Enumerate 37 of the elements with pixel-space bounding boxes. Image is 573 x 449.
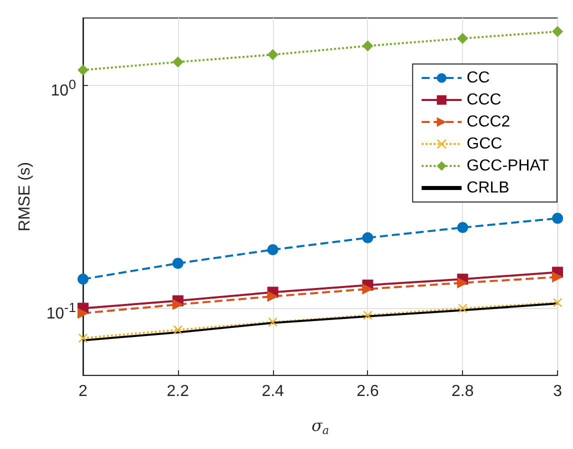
legend-label: CC: [466, 70, 490, 86]
point: [552, 272, 564, 283]
x-tick-label: 2.2: [166, 382, 190, 400]
point: [458, 304, 468, 313]
legend-label: CRLB: [466, 180, 510, 196]
point: [172, 56, 184, 68]
legend-label: CCC: [466, 92, 502, 108]
y-tick-label: 10$^{0}$: [50, 76, 76, 102]
legend-label: GCC-PHAT: [466, 158, 550, 174]
point: [267, 290, 278, 302]
point: [172, 258, 184, 269]
point: [457, 277, 468, 288]
point: [457, 32, 468, 44]
point: [552, 26, 564, 37]
x-tick-label: 2: [78, 382, 88, 400]
legend-label: GCC: [466, 136, 502, 152]
point: [553, 298, 562, 308]
point: [268, 318, 278, 327]
point: [362, 283, 374, 294]
point: [172, 298, 184, 310]
point: [78, 274, 88, 285]
x-tick-label: 3: [553, 382, 562, 400]
point: [552, 212, 564, 224]
point: [267, 244, 278, 256]
y-axis-title: RMSE (s): [16, 162, 34, 232]
point: [362, 232, 374, 244]
point: [173, 325, 182, 334]
point: [267, 49, 278, 60]
x-tick-label: 2.8: [452, 382, 474, 400]
x-tick-label: 2.4: [262, 382, 284, 400]
x-tick-label: 2.6: [356, 382, 379, 400]
point: [362, 40, 374, 52]
point: [78, 308, 88, 319]
y-tick-label: 10$^{-1}$: [46, 299, 76, 325]
legend-label: CCC2: [466, 114, 510, 130]
point: [78, 64, 88, 76]
point: [457, 222, 468, 234]
